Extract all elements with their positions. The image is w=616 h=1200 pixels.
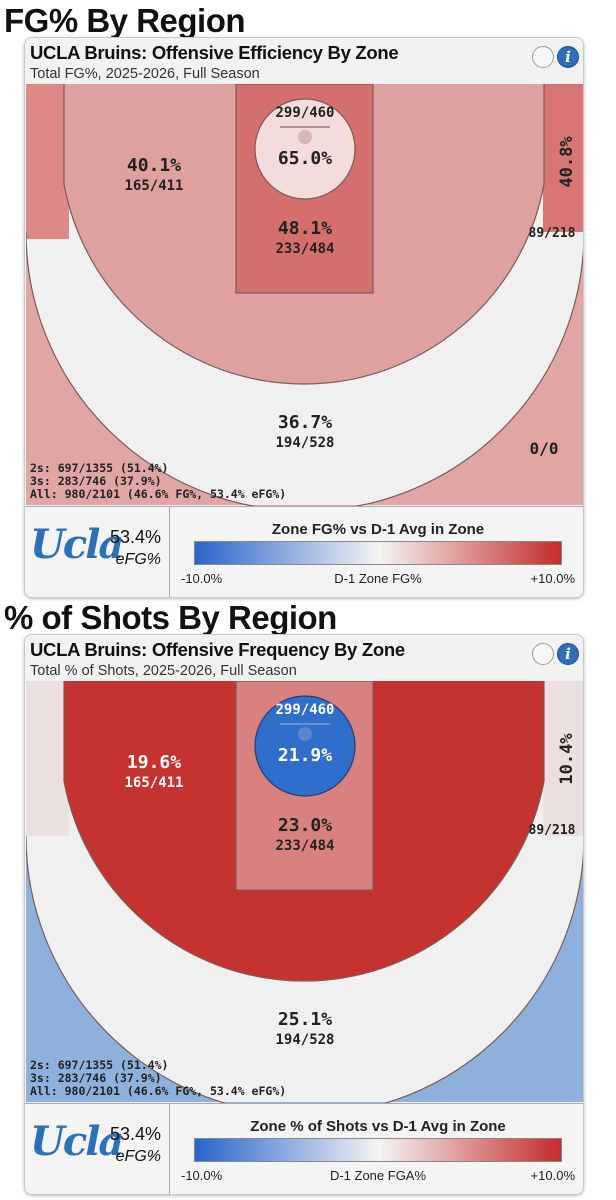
paint-pct: 48.1%	[278, 218, 332, 239]
chart-footer: Ucla 53.4% eFG% Zone FG% vs D-1 Avg in Z…	[25, 506, 583, 597]
zone-right-corner	[543, 84, 583, 232]
stat-twos: 2s: 697/1355 (51.4%)	[30, 1058, 168, 1072]
zone-left-corner	[26, 681, 69, 836]
paint-border	[235, 84, 374, 294]
paint-made-att: 233/484	[275, 241, 334, 257]
paint-made-att: 233/484	[275, 838, 334, 854]
rim-pct: 65.0%	[278, 148, 332, 169]
top-three-pct: 36.7%	[278, 412, 332, 433]
left-wing-pct: 40.1%	[127, 155, 181, 176]
chart-title: UCLA Bruins: Offensive Efficiency By Zon…	[30, 42, 399, 63]
hoop	[298, 130, 312, 144]
left-wing-pct: 19.6%	[127, 752, 181, 773]
zone-rim	[255, 696, 355, 796]
stat-threes: 3s: 283/746 (37.9%)	[30, 1071, 162, 1085]
efg-value: 53.4%	[109, 1124, 161, 1144]
legend-axis-label: D-1 Zone FG%	[334, 571, 422, 586]
chart-title: UCLA Bruins: Offensive Frequency By Zone	[30, 639, 405, 660]
chart-subtitle: Total FG%, 2025-2026, Full Season	[30, 66, 260, 82]
zone-border	[26, 231, 583, 506]
top-three-made-att: 194/528	[275, 1032, 334, 1048]
legend-min: -10.0%	[181, 1168, 223, 1183]
three-point-line	[63, 681, 545, 982]
court-heatmap: 299/460 65.0% 40.1% 165/411 48.1% 233/48…	[26, 84, 583, 506]
efg-value: 53.4%	[109, 527, 161, 547]
right-corner-made-att: 89/218	[529, 823, 576, 838]
efg-label: eFG%	[115, 551, 161, 568]
section-title-fg: FG% By Region	[4, 2, 246, 39]
ucla-logo: Ucla	[30, 521, 124, 568]
legend-title: Zone FG% vs D-1 Avg in Zone	[271, 521, 485, 538]
zone-top-three	[26, 836, 583, 1103]
chart-footer: Ucla 53.4% eFG% Zone % of Shots vs D-1 A…	[25, 1103, 583, 1194]
zone-rim	[255, 99, 355, 199]
left-wing-made-att: 165/411	[124, 178, 183, 194]
rim-made-att: 299/460	[275, 105, 334, 121]
toggle-circle-icon[interactable]	[532, 46, 554, 68]
zone-right-corner	[543, 681, 583, 836]
three-point-line	[63, 84, 545, 385]
chart-card-frequency: UCLA Bruins: Offensive Frequency By Zone…	[24, 634, 584, 1195]
legend-max: +10.0%	[530, 1168, 575, 1183]
rim-border	[254, 98, 356, 200]
rim-border	[254, 695, 356, 797]
court-heatmap: 299/460 21.9% 19.6% 165/411 23.0% 233/48…	[26, 681, 583, 1103]
chart-subtitle: Total % of Shots, 2025-2026, Full Season	[30, 663, 297, 679]
rim-pct: 21.9%	[278, 745, 332, 766]
right-corner-pct: 40.8%	[557, 136, 577, 188]
zone-left-corner	[26, 84, 69, 239]
logo-box: Ucla 53.4% eFG%	[25, 507, 170, 597]
zone-border	[26, 835, 583, 1103]
info-icon[interactable]: i	[557, 643, 579, 665]
legend-min: -10.0%	[181, 571, 223, 586]
stat-all: All: 980/2101 (46.6% FG%, 53.4% eFG%)	[30, 487, 286, 501]
color-legend: Zone FG% vs D-1 Avg in Zone -10.0% D-1 Z…	[171, 507, 583, 597]
right-corner-made-att: 89/218	[529, 226, 576, 241]
efg-label: eFG%	[115, 1148, 161, 1165]
color-legend: Zone % of Shots vs D-1 Avg in Zone -10.0…	[171, 1104, 583, 1194]
legend-gradient-bar	[194, 541, 562, 565]
rim-made-att: 299/460	[275, 702, 334, 718]
legend-gradient-bar	[194, 1138, 562, 1162]
top-three-made-att: 194/528	[275, 435, 334, 451]
legend-axis-label: D-1 Zone FGA%	[329, 1168, 427, 1183]
legend-max: +10.0%	[530, 571, 575, 586]
stat-twos: 2s: 697/1355 (51.4%)	[30, 461, 168, 475]
info-icon[interactable]: i	[557, 46, 579, 68]
logo-box: Ucla 53.4% eFG%	[25, 1104, 170, 1194]
toggle-circle-icon[interactable]	[532, 643, 554, 665]
hoop	[298, 727, 312, 741]
stat-threes: 3s: 283/746 (37.9%)	[30, 474, 162, 488]
top-three-pct: 25.1%	[278, 1009, 332, 1030]
paint-pct: 23.0%	[278, 815, 332, 836]
card-header: UCLA Bruins: Offensive Efficiency By Zon…	[25, 38, 583, 84]
chart-card-efficiency: UCLA Bruins: Offensive Efficiency By Zon…	[24, 37, 584, 598]
left-wing-made-att: 165/411	[124, 775, 183, 791]
stat-all: All: 980/2101 (46.6% FG%, 53.4% eFG%)	[30, 1084, 286, 1098]
right-corner-pct: 10.4%	[557, 733, 577, 785]
zone-top-three	[26, 232, 583, 506]
card-header: UCLA Bruins: Offensive Frequency By Zone…	[25, 635, 583, 681]
legend-title: Zone % of Shots vs D-1 Avg in Zone	[250, 1118, 506, 1135]
paint-border	[235, 681, 374, 891]
section-title-shots: % of Shots By Region	[4, 599, 337, 636]
right-wing-made-att: 0/0	[530, 439, 559, 458]
ucla-logo: Ucla	[30, 1118, 124, 1165]
